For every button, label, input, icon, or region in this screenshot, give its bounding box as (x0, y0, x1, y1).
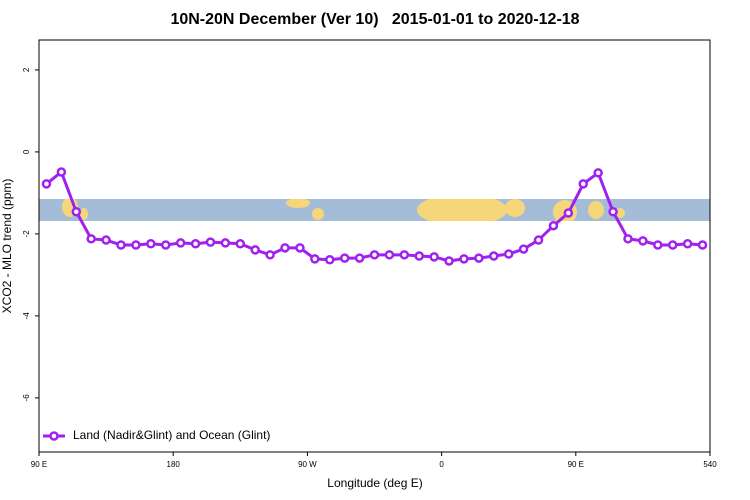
x-tick-label: 90 W (298, 460, 317, 469)
data-point (205, 237, 216, 247)
legend-marker (49, 431, 59, 441)
data-point (667, 240, 678, 250)
data-point (653, 240, 663, 250)
data-point (533, 235, 544, 245)
data-point (295, 243, 305, 253)
data-point (548, 220, 559, 231)
y-tick-label: -6 (22, 394, 31, 402)
data-point (414, 251, 424, 261)
data-point (325, 254, 335, 265)
data-point (682, 238, 693, 249)
plot-frame (38, 39, 711, 453)
data-point (116, 240, 126, 250)
data-point (369, 250, 380, 260)
data-point (220, 238, 231, 248)
data-point (339, 253, 350, 263)
data-point (444, 256, 454, 266)
chart-title: 10N-20N December (Ver 10) 2015-01-01 to … (170, 11, 579, 28)
data-point (190, 238, 201, 249)
data-point (429, 252, 439, 262)
data-point (160, 240, 171, 250)
data-point (310, 254, 320, 264)
data-point (146, 238, 156, 249)
y-tick-label: 2 (22, 67, 31, 72)
data-point (638, 236, 648, 246)
data-point (101, 235, 111, 245)
data-point (280, 243, 290, 253)
data-point (489, 251, 499, 261)
data-point (71, 207, 82, 217)
y-tick-label: -2 (22, 230, 31, 238)
y-tick-label: -4 (22, 312, 31, 320)
data-point (608, 207, 618, 217)
data-point (56, 167, 67, 177)
data-point (235, 238, 246, 249)
data-point (250, 245, 260, 255)
x-tick-label: 90 E (31, 460, 47, 469)
data-point (41, 179, 52, 189)
x-tick-label: 180 (167, 460, 181, 469)
data-point (86, 234, 96, 244)
data-point (399, 250, 410, 260)
data-point (175, 238, 186, 248)
x-axis-label: Longitude (deg E) (327, 476, 422, 490)
x-tick-label: 90 E (568, 460, 584, 469)
data-point (265, 250, 275, 260)
data-point (623, 234, 633, 244)
data-point (593, 168, 603, 178)
data-point (563, 208, 574, 218)
data-point (578, 179, 589, 189)
x-tick-label: 0 (439, 460, 444, 469)
data-point (131, 240, 141, 250)
data-point (474, 253, 484, 263)
data-point (354, 253, 365, 263)
y-axis-label: XCO2 - MLO trend (ppm) (0, 179, 14, 314)
data-point (459, 254, 469, 264)
legend-label: Land (Nadir&Glint) and Ocean (Glint) (73, 428, 270, 442)
data-point (697, 240, 708, 250)
data-point (518, 244, 529, 254)
y-tick-label: 0 (22, 149, 31, 154)
data-point (384, 250, 395, 260)
data-point (503, 249, 514, 259)
x-tick-label: 540 (703, 460, 717, 469)
